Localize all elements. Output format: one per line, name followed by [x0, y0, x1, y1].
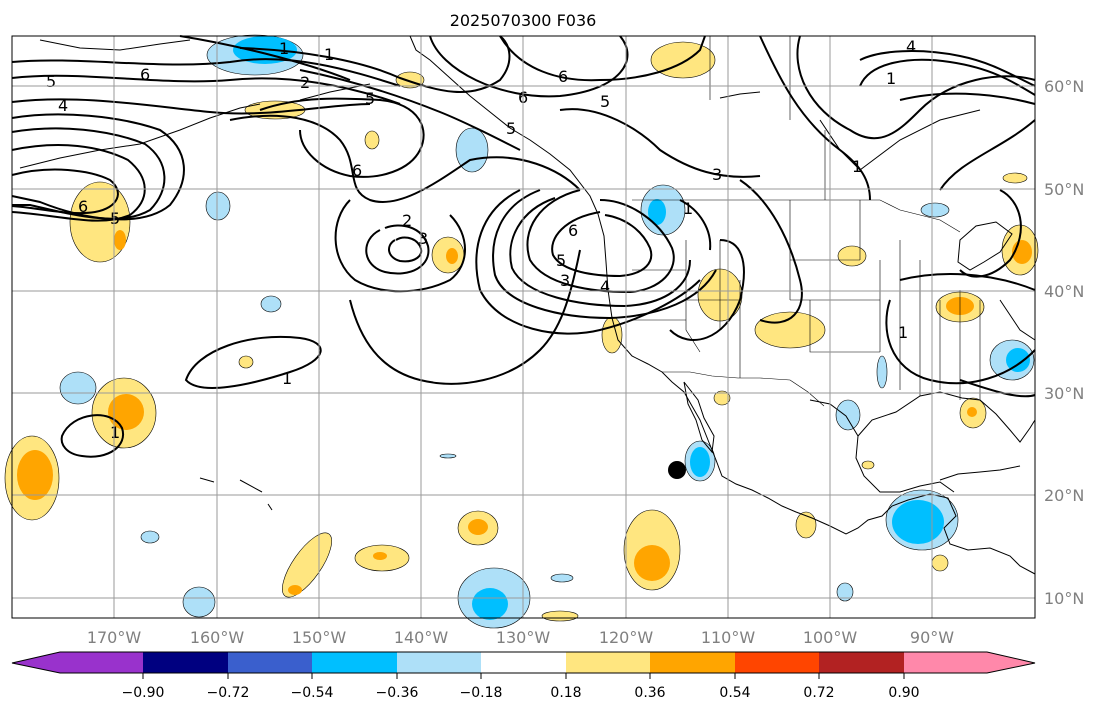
colorbar-tick-label: 0.90	[888, 685, 919, 701]
contour-label: 6	[140, 65, 150, 84]
map-frame	[11, 35, 1036, 619]
contour-label: 1	[110, 423, 120, 442]
colorbar-tick-label: −0.54	[291, 685, 334, 701]
colorbar-tick-label: −0.36	[376, 685, 419, 701]
lon-label: 170°W	[87, 628, 142, 647]
latitude-labels: 60°N 50°N 40°N 30°N 20°N 10°N	[1044, 77, 1084, 608]
lon-label: 140°W	[394, 628, 449, 647]
colorbar-swatch	[143, 652, 228, 673]
colorbar-swatch	[228, 652, 312, 673]
contour-label: 6	[558, 67, 568, 86]
colorbar-swatch	[312, 652, 397, 673]
lat-label: 50°N	[1044, 180, 1084, 199]
colorbar-max-arrow	[987, 652, 1035, 673]
contour-label: 6	[568, 221, 578, 240]
colorbar-tick-label: −0.18	[460, 685, 503, 701]
colorbar-tick-label: 0.18	[550, 685, 581, 701]
colorbar-min-arrow	[12, 652, 60, 673]
contour-label: 1	[324, 45, 334, 64]
longitude-labels: 170°W 160°W 150°W 140°W 130°W 120°W 110°…	[87, 628, 954, 647]
lon-label: 150°W	[292, 628, 347, 647]
colorbar-swatch	[819, 652, 904, 673]
lat-label: 10°N	[1044, 589, 1084, 608]
colorbar-swatch	[60, 652, 143, 673]
lat-label: 40°N	[1044, 282, 1084, 301]
lon-label: 90°W	[910, 628, 954, 647]
colorbar-swatch	[397, 652, 481, 673]
lon-label: 130°W	[496, 628, 551, 647]
contour-label: 4	[58, 96, 68, 115]
contour-label: 1	[279, 39, 289, 58]
lat-label: 30°N	[1044, 384, 1084, 403]
lon-label: 100°W	[803, 628, 858, 647]
lon-label: 110°W	[701, 628, 756, 647]
contour-labels: 1 2 1 5 6 5 4 6 5 6 5 6 3 4 1 1 6 5 2 3 …	[46, 37, 916, 442]
lat-label: 60°N	[1044, 77, 1084, 96]
colorbar-swatch	[566, 652, 650, 673]
contour-label: 6	[352, 161, 362, 180]
contour-label: 3	[560, 271, 570, 290]
contour-label: 4	[906, 37, 916, 56]
contour-label: 1	[282, 369, 292, 388]
contour-label: 6	[78, 197, 88, 216]
storm-center-marker	[668, 461, 686, 479]
contour-label: 1	[852, 157, 862, 176]
colorbar-tick-label: 0.72	[803, 685, 834, 701]
colorbar: −0.90 −0.72 −0.54 −0.36 −0.18 0.18 0.36 …	[11, 651, 1036, 701]
contour-label: 1	[898, 323, 908, 342]
colorbar-tick-label: −0.90	[122, 685, 165, 701]
colorbar-tick-label: −0.72	[207, 685, 250, 701]
colorbar-tick-label: 0.36	[634, 685, 665, 701]
map-title: 2025070300 F036	[450, 11, 597, 30]
colorbar-swatch	[904, 652, 987, 673]
contour-label: 1	[886, 69, 896, 88]
contour-label: 3	[712, 165, 722, 184]
contour-label: 3	[418, 229, 428, 248]
lat-label: 20°N	[1044, 486, 1084, 505]
contour-label: 5	[506, 119, 516, 138]
map-panel: 1 2 1 5 6 5 4 6 5 6 5 6 3 4 1 1 6 5 2 3 …	[4, 34, 1039, 629]
contour-label: 5	[556, 251, 566, 270]
contour-label: 1	[683, 199, 693, 218]
contour-label: 5	[110, 209, 120, 228]
colorbar-swatch	[735, 652, 819, 673]
anomaly-shading	[4, 34, 1039, 629]
colorbar-tick-label: 0.54	[719, 685, 750, 701]
lon-label: 120°W	[599, 628, 654, 647]
graticule	[12, 36, 1035, 618]
colorbar-swatch	[650, 652, 735, 673]
contour-label: 5	[46, 72, 56, 91]
contour-label: 5	[600, 92, 610, 111]
contour-label: 2	[300, 73, 310, 92]
contour-label: 2	[402, 211, 412, 230]
colorbar-swatch	[481, 652, 566, 673]
coastlines	[19, 35, 1036, 575]
lon-label: 160°W	[190, 628, 245, 647]
contour-label: 4	[600, 277, 610, 296]
contour-label: 5	[365, 89, 375, 108]
